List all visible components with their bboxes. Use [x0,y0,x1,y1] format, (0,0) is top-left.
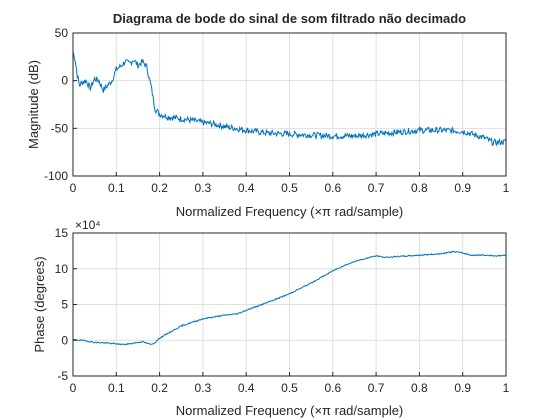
magnitude-x-tick-label: 0.4 [238,181,255,195]
phase-x-tick-label: 0 [70,381,77,395]
phase-x-tick-label: 0.2 [151,381,168,395]
phase-x-tick-label: 1 [503,381,510,395]
phase-x-tick-label: 0.4 [238,381,255,395]
magnitude-axes: 0 0.1 0.2 0.3 0.4 0.5 0.6 0.7 0.8 0.9 1-100-50050 … [26,11,510,219]
phase-series [72,250,507,346]
magnitude-x-tick-label: 0.5 [281,181,298,195]
phase-y-exponent-label: ×10⁴ [75,218,101,232]
magnitude-series [72,51,507,147]
magnitude-x-tick-label: 0.6 [324,181,341,195]
magnitude-x-tick-label: 0.1 [108,181,125,195]
magnitude-x-tick-label: 0.9 [454,181,471,195]
phase-x-tick-label: 0.9 [454,381,471,395]
phase-x-axis-label: Normalized Frequency (×π rad/sample) [176,403,404,418]
phase-x-tick-label: 0.6 [324,381,341,395]
magnitude-y-tick-label: -50 [51,121,69,135]
phase-series-line [72,250,507,346]
phase-x-tick-label: 0.1 [108,381,125,395]
magnitude-y-axis-label: Magnitude (dB) [26,60,41,149]
magnitude-x-tick-label: 1 [503,181,510,195]
phase-y-tick-label: 10 [55,262,69,276]
magnitude-y-tick-label: -100 [44,169,68,183]
magnitude-x-tick-label: 0.8 [411,181,428,195]
phase-y-axis-label: Phase (degrees) [32,256,47,352]
magnitude-series-line [72,51,507,147]
magnitude-x-tick-label: 0.3 [195,181,212,195]
magnitude-x-tick-label: 0.7 [368,181,385,195]
phase-y-tick-label: 5 [61,298,68,312]
phase-x-tick-label: 0.5 [281,381,298,395]
phase-y-tick-label: 15 [55,226,69,240]
phase-x-tick-label: 0.7 [368,381,385,395]
chart-title: Diagrama de bode do sinal de som filtrad… [113,11,466,26]
magnitude-x-axis-label: Normalized Frequency (×π rad/sample) [176,204,404,219]
magnitude-ticks: 0 0.1 0.2 0.3 0.4 0.5 0.6 0.7 0.8 0.9 1 -100 -50 0 50 [44,26,510,195]
magnitude-y-tick-label: 50 [55,26,69,40]
phase-y-tick-label: 0 [61,333,68,347]
phase-x-tick-label: 0.8 [411,381,428,395]
magnitude-x-tick-label: 0.2 [151,181,168,195]
phase-y-tick-label: -5 [57,369,68,383]
magnitude-x-tick-label: 0 [70,181,77,195]
magnitude-y-tick-label: 0 [61,74,68,88]
phase-x-tick-label: 0.3 [195,381,212,395]
